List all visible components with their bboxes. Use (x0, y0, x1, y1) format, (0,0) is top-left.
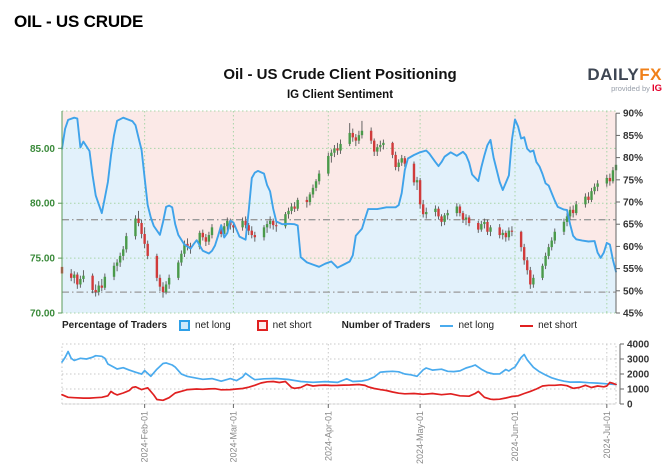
net-short-square-swatch (256, 320, 268, 331)
price-candles (60, 120, 618, 298)
ig-logo-text: IG (651, 82, 662, 94)
svg-text:85%: 85% (623, 131, 643, 142)
chart-legend: Percentage of Traders net long net short… (62, 320, 622, 331)
pct-net-long-label: net long (195, 320, 231, 331)
net-long-line-swatch (440, 324, 454, 327)
svg-text:85.00: 85.00 (30, 144, 55, 155)
svg-text:70.00: 70.00 (30, 309, 55, 320)
svg-text:45%: 45% (623, 309, 643, 320)
svg-text:65%: 65% (623, 220, 643, 231)
pct-net-short-label: net short (272, 320, 312, 331)
gridlines (62, 110, 616, 314)
count-gridlines (61, 343, 617, 405)
net-long-count-line (61, 350, 617, 386)
svg-text:2024-May-01: 2024-May-01 (415, 411, 425, 464)
svg-text:70%: 70% (623, 198, 643, 209)
svg-text:80%: 80% (623, 153, 643, 164)
net-long-square-swatch (179, 320, 191, 331)
dailyfx-logo: DAILYFX provided by IG (542, 66, 662, 94)
dailyfx-wordmark: DAILYFX (542, 66, 662, 84)
date-axis: 2024-Feb-01 2024-Mar-01 2024-Apr-01 2024-Ma… (140, 404, 612, 464)
net-short-line-swatch (520, 324, 534, 327)
svg-text:60%: 60% (623, 242, 643, 253)
percent-axis: 45% 50% 55% 60% 65% 70% 75% 80% 85% 90% (615, 109, 643, 320)
net-long-percent-line (61, 116, 617, 273)
count-axis: 0 1000 2000 3000 4000 (619, 340, 650, 411)
number-of-traders-label: Number of Traders (341, 320, 431, 331)
num-net-long-label: net long (458, 320, 495, 331)
price-axis: 70.00 75.00 80.00 85.00 (30, 111, 63, 320)
svg-text:75.00: 75.00 (30, 254, 55, 265)
svg-text:80.00: 80.00 (30, 199, 55, 210)
svg-text:2024-Apr-01: 2024-Apr-01 (323, 411, 333, 461)
chart-title: Oil - US Crude Client Positioning (223, 66, 457, 83)
svg-text:0: 0 (627, 400, 633, 411)
svg-text:3000: 3000 (627, 355, 650, 366)
svg-text:4000: 4000 (627, 340, 650, 351)
svg-text:90%: 90% (623, 109, 643, 120)
logo-fx-text: FX (639, 65, 662, 84)
svg-text:2024-Mar-01: 2024-Mar-01 (228, 411, 238, 463)
price-sentiment-chart: 70.00 75.00 80.00 85.00 45% 50% 55% 60% 65% 70% 75… (30, 109, 643, 320)
page-title: OIL - US CRUDE (14, 12, 144, 31)
net-long-below-fill (62, 117, 616, 313)
provided-by-text: provided by (611, 83, 650, 93)
svg-text:2000: 2000 (627, 370, 650, 381)
svg-text:2024-Feb-01: 2024-Feb-01 (140, 411, 150, 463)
svg-text:1000: 1000 (627, 385, 650, 396)
logo-tagline: provided by IG (542, 82, 662, 94)
net-short-count-line (61, 380, 617, 402)
svg-text:50%: 50% (623, 286, 643, 297)
svg-text:55%: 55% (623, 264, 643, 275)
num-net-short-label: net short (538, 320, 577, 331)
svg-text:75%: 75% (623, 175, 643, 186)
percentage-of-traders-label: Percentage of Traders (62, 320, 168, 331)
chart-subtitle: IG Client Sentiment (286, 89, 394, 101)
reference-lines (62, 219, 616, 293)
svg-text:2024-Jul-01: 2024-Jul-01 (602, 411, 612, 459)
logo-daily-text: DAILY (587, 65, 640, 84)
svg-text:2024-Jun-01: 2024-Jun-01 (510, 411, 520, 462)
